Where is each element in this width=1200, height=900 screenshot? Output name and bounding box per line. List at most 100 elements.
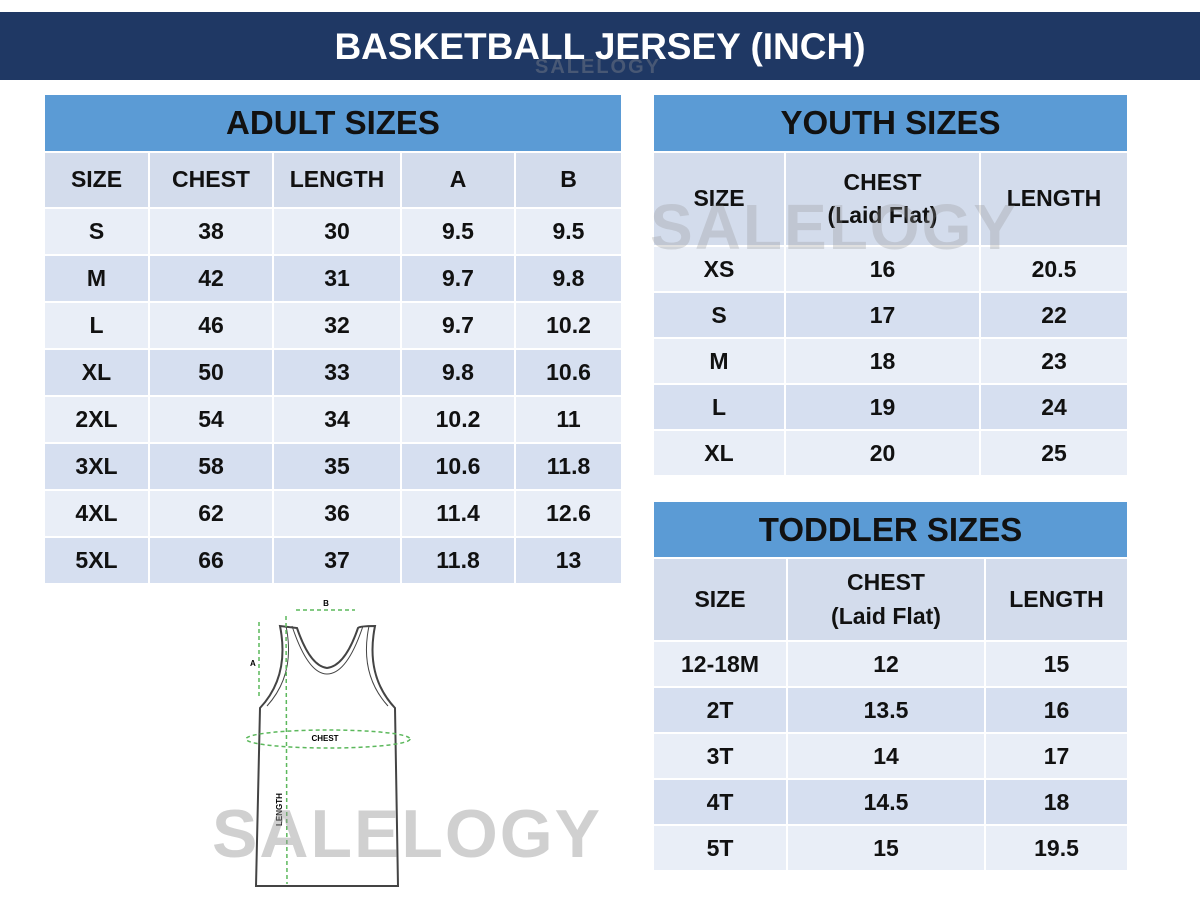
table-cell: 32	[274, 303, 400, 348]
table-row: L 19 24	[654, 385, 1127, 429]
table-row: 5T 15 19.5	[654, 826, 1127, 870]
table-cell: 12	[788, 642, 984, 686]
table-cell: 9.7	[402, 256, 514, 301]
table-cell: 66	[150, 538, 272, 583]
table-cell: S	[45, 209, 148, 254]
table-row: S 38 30 9.5 9.5	[45, 209, 621, 254]
table-cell: 12.6	[516, 491, 621, 536]
column-header: SIZE	[694, 585, 746, 612]
page-title: BASKETBALL JERSEY (INCH)	[0, 12, 1200, 80]
table-cell: 11.8	[516, 444, 621, 489]
table-cell: 3T	[654, 734, 786, 778]
table-row: M 42 31 9.7 9.8	[45, 256, 621, 301]
table-cell: 15	[986, 642, 1127, 686]
table-cell: 17	[986, 734, 1127, 778]
table-cell: 19	[786, 385, 979, 429]
table-cell: 10.2	[516, 303, 621, 348]
table-cell: 62	[150, 491, 272, 536]
column-header: CHEST	[172, 166, 250, 193]
table-cell: 50	[150, 350, 272, 395]
youth-table-title: YOUTH SIZES	[654, 95, 1127, 151]
table-cell: 33	[274, 350, 400, 395]
column-header: LENGTH	[1006, 185, 1102, 212]
table-cell: 12-18M	[654, 642, 786, 686]
column-header: SIZE	[693, 185, 745, 212]
table-cell: 11.4	[402, 491, 514, 536]
jersey-diagram: B A CHEST LENGTH	[245, 599, 411, 887]
table-cell: 24	[981, 385, 1127, 429]
table-cell: 16	[986, 688, 1127, 732]
youth-size-table: YOUTH SIZES SIZE CHEST (Laid Flat) LENGTH XS…	[652, 93, 1129, 477]
table-cell: 9.7	[402, 303, 514, 348]
column-header: LENGTH	[289, 166, 385, 193]
table-cell: 30	[274, 209, 400, 254]
table-cell: 10.6	[402, 444, 514, 489]
table-cell: 13.5	[788, 688, 984, 732]
table-cell: 4XL	[45, 491, 148, 536]
table-row: 2T 13.5 16	[654, 688, 1127, 732]
table-cell: 9.5	[402, 209, 514, 254]
table-row: XL 50 33 9.8 10.6	[45, 350, 621, 395]
table-cell: 14.5	[788, 780, 984, 824]
table-cell: 20	[786, 431, 979, 475]
table-cell: 54	[150, 397, 272, 442]
table-cell: 3XL	[45, 444, 148, 489]
table-cell: L	[654, 385, 784, 429]
table-row: 3XL 58 35 10.6 11.8	[45, 444, 621, 489]
table-cell: 34	[274, 397, 400, 442]
table-cell: 46	[150, 303, 272, 348]
table-row: M 18 23	[654, 339, 1127, 383]
table-cell: 9.8	[516, 256, 621, 301]
table-cell: 36	[274, 491, 400, 536]
table-cell: M	[654, 339, 784, 383]
table-cell: 20.5	[981, 247, 1127, 291]
table-row: 12-18M 12 15	[654, 642, 1127, 686]
column-header: B	[560, 166, 577, 193]
toddler-table-title: TODDLER SIZES	[654, 502, 1127, 557]
table-row: 2XL 54 34 10.2 11	[45, 397, 621, 442]
table-cell: 11	[516, 397, 621, 442]
table-cell: 10.6	[516, 350, 621, 395]
table-cell: 18	[786, 339, 979, 383]
diagram-label-chest: CHEST	[311, 734, 338, 743]
column-header: CHEST (Laid Flat)	[827, 168, 938, 228]
table-cell: 9.5	[516, 209, 621, 254]
table-cell: M	[45, 256, 148, 301]
table-row: XS 16 20.5	[654, 247, 1127, 291]
table-cell: 31	[274, 256, 400, 301]
table-cell: 14	[788, 734, 984, 778]
table-cell: 18	[986, 780, 1127, 824]
table-row: 4T 14.5 18	[654, 780, 1127, 824]
table-cell: XL	[45, 350, 148, 395]
adult-size-table: ADULT SIZES SIZE CHEST LENGTH A B S 38 30 9.5 9.5 M…	[43, 93, 623, 585]
table-row: 3T 14 17	[654, 734, 1127, 778]
table-cell: 9.8	[402, 350, 514, 395]
table-cell: 38	[150, 209, 272, 254]
table-row: 4XL 62 36 11.4 12.6	[45, 491, 621, 536]
table-cell: 4T	[654, 780, 786, 824]
table-cell: 25	[981, 431, 1127, 475]
table-cell: 37	[274, 538, 400, 583]
diagram-label-b: B	[323, 599, 329, 608]
table-cell: 17	[786, 293, 979, 337]
table-cell: 13	[516, 538, 621, 583]
column-header: A	[449, 166, 467, 193]
table-row: S 17 22	[654, 293, 1127, 337]
table-cell: S	[654, 293, 784, 337]
table-cell: 2T	[654, 688, 786, 732]
table-row: 5XL 66 37 11.8 13	[45, 538, 621, 583]
table-cell: 10.2	[402, 397, 514, 442]
column-header: SIZE	[70, 166, 123, 193]
table-cell: 16	[786, 247, 979, 291]
table-cell: XS	[654, 247, 784, 291]
diagram-label-a: A	[250, 659, 256, 668]
table-cell: 58	[150, 444, 272, 489]
table-cell: 42	[150, 256, 272, 301]
table-row: XL 20 25	[654, 431, 1127, 475]
table-cell: L	[45, 303, 148, 348]
table-cell: 23	[981, 339, 1127, 383]
toddler-size-table: TODDLER SIZES SIZE CHEST (Laid Flat) LENGTH…	[652, 500, 1129, 872]
table-cell: XL	[654, 431, 784, 475]
table-row: L 46 32 9.7 10.2	[45, 303, 621, 348]
table-cell: 5T	[654, 826, 786, 870]
